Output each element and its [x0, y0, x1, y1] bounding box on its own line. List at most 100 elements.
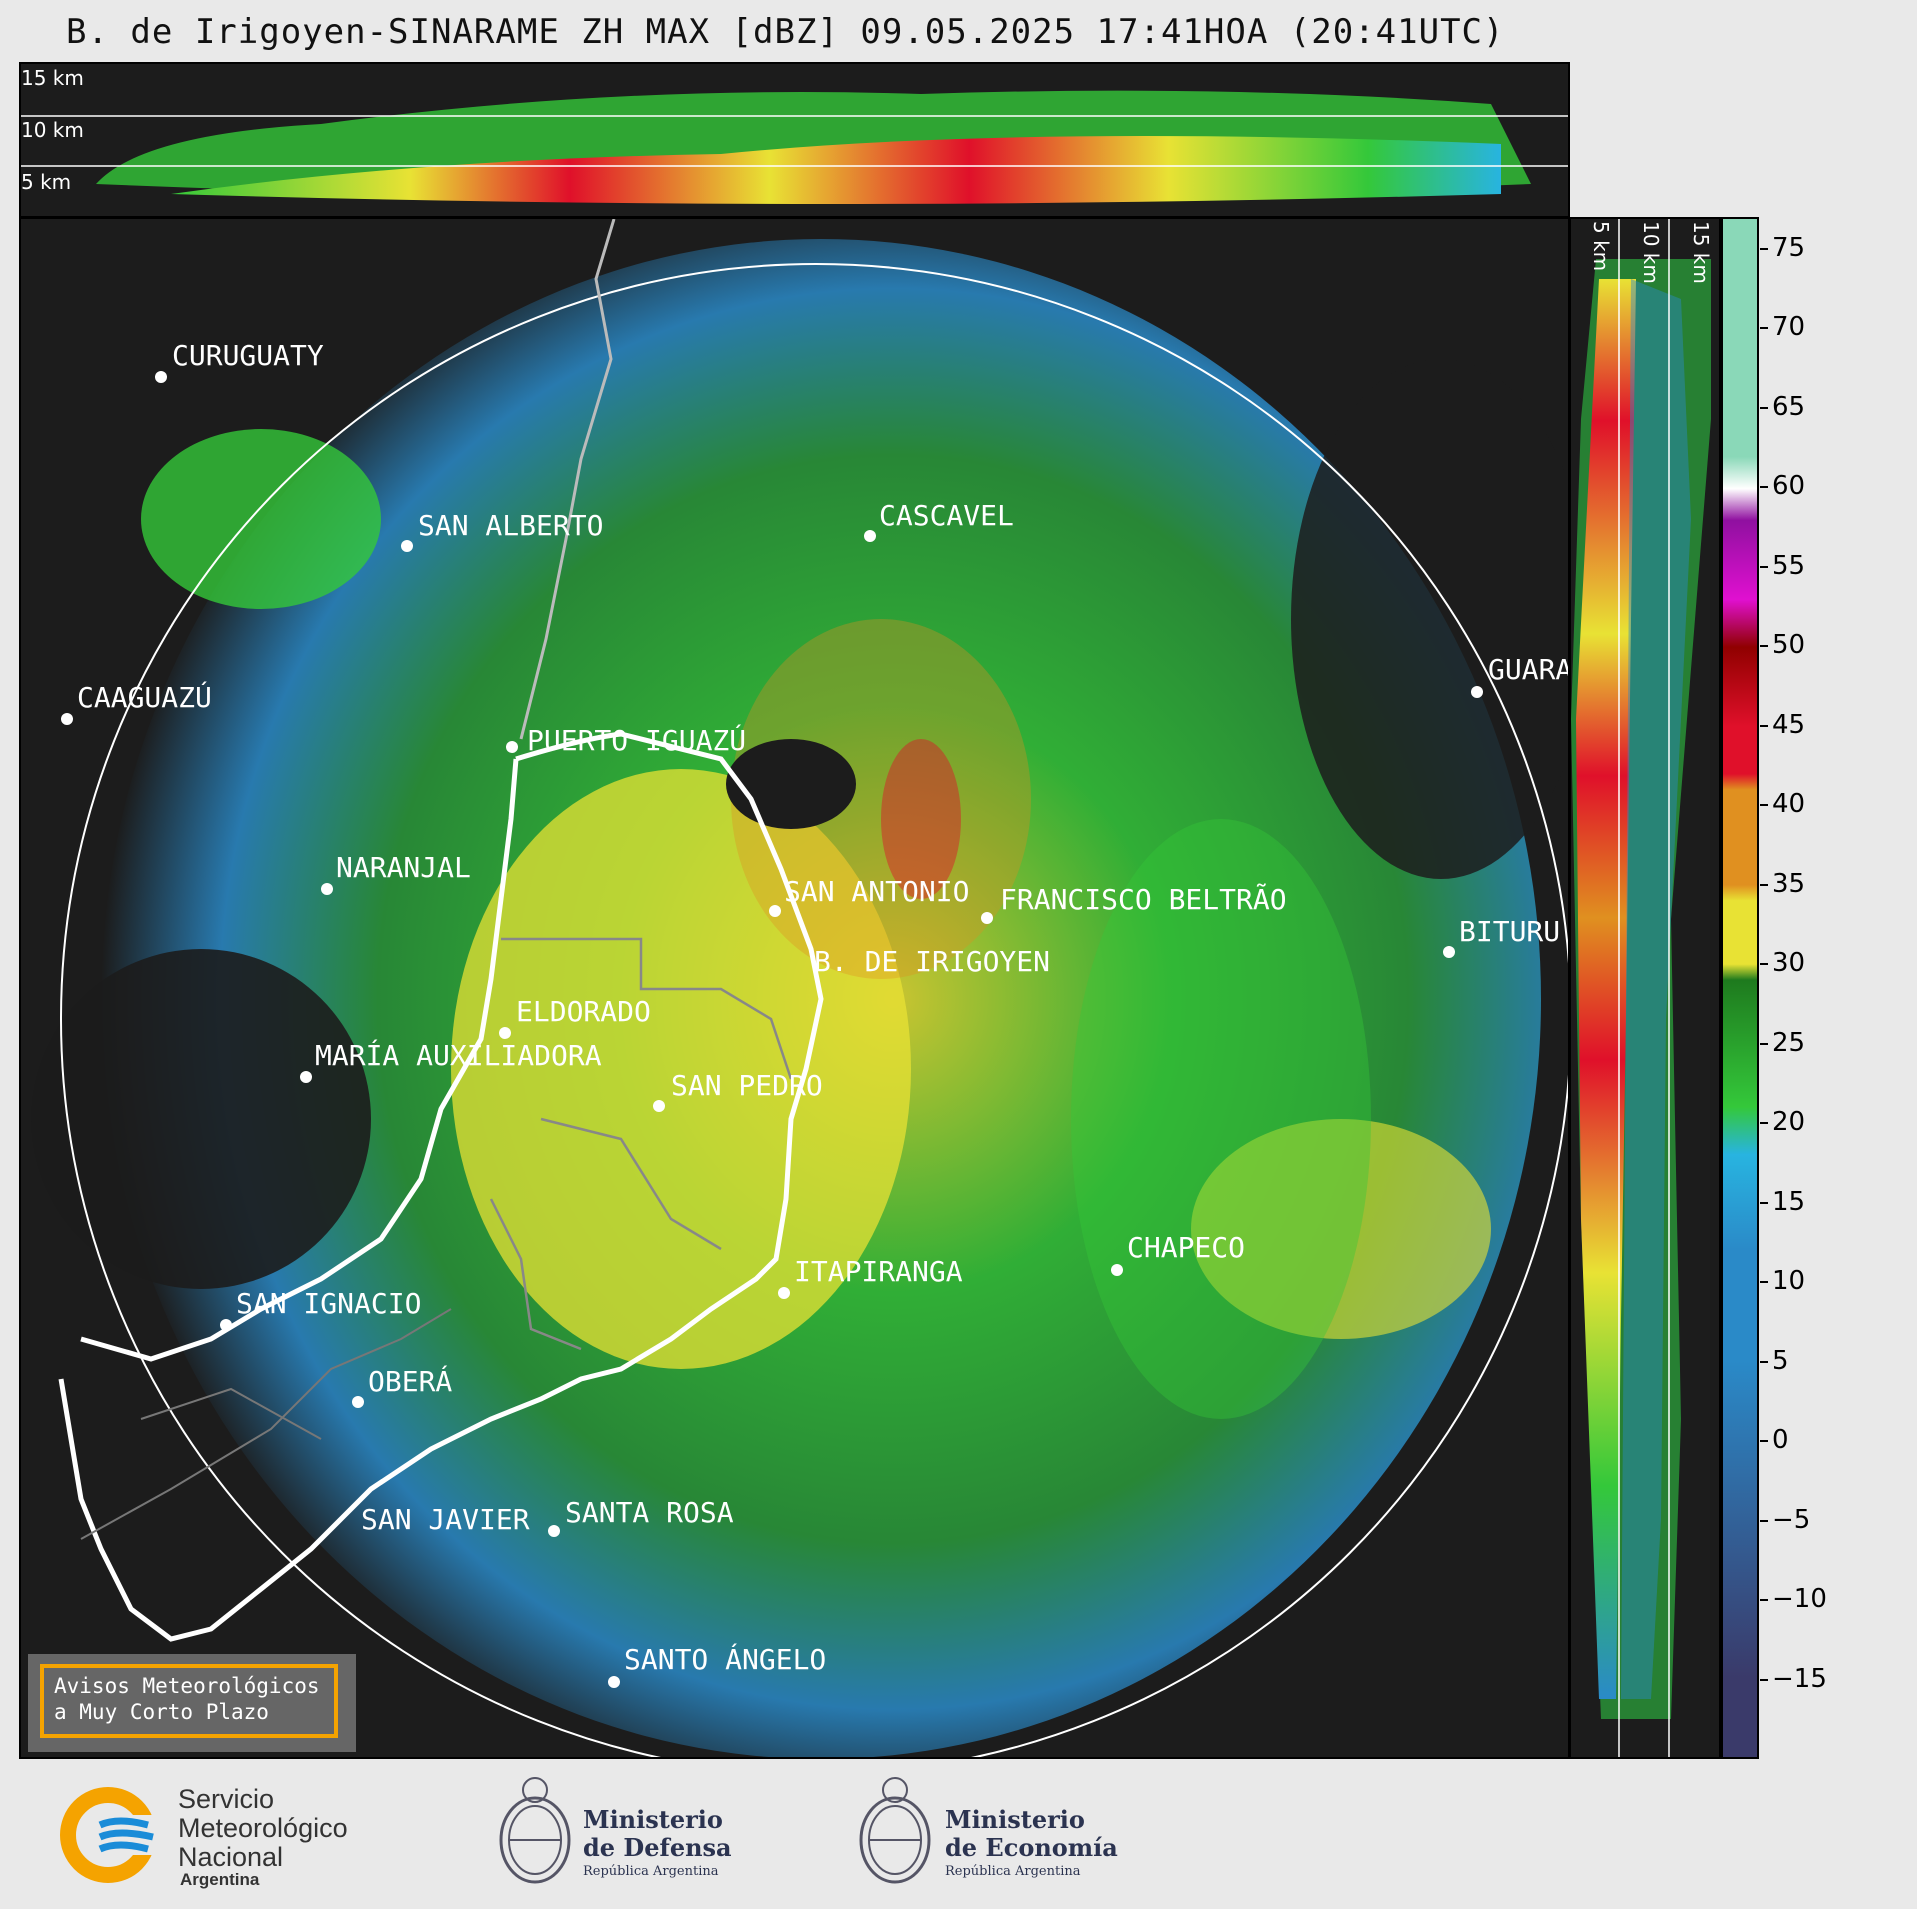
- top-level-5km: 5 km: [21, 170, 72, 194]
- argentina-shield-icon: [499, 1777, 571, 1884]
- warning-line-1: Avisos Meteorológicos: [54, 1674, 320, 1698]
- colorbar-tick: [1760, 327, 1768, 330]
- economia-line-2: de Economía: [945, 1833, 1118, 1862]
- colorbar-tick: [1760, 1440, 1768, 1443]
- range-ring: [60, 263, 1568, 1757]
- city-dot-bituru: [1443, 946, 1455, 958]
- smn-line-3: Nacional: [178, 1842, 284, 1872]
- city-dot-guara: [1471, 686, 1483, 698]
- warning-line-2: a Muy Corto Plazo: [54, 1700, 269, 1724]
- defensa-logo: Ministerio de Defensa República Argentin…: [495, 1772, 755, 1897]
- colorbar-tick-label: 20: [1772, 1107, 1806, 1138]
- economia-line-3: República Argentina: [945, 1864, 1081, 1879]
- economia-logo: Ministerio de Economía República Argenti…: [855, 1772, 1135, 1897]
- smn-line-4: Argentina: [180, 1870, 260, 1889]
- city-dot-santa-rosa: [548, 1525, 560, 1537]
- economia-line-1: Ministerio: [945, 1805, 1085, 1834]
- side-level-15km: 15 km: [1689, 221, 1713, 284]
- city-label-puerto-iguazu: PUERTO IGUAZÚ: [527, 724, 747, 757]
- colorbar-tick-label: 15: [1772, 1186, 1806, 1217]
- city-label-santa-rosa: SANTA ROSA: [565, 1496, 734, 1529]
- colorbar-tick: [1760, 1519, 1768, 1522]
- colorbar-tick-label: 70: [1772, 312, 1806, 343]
- city-label-san-pedro: SAN PEDRO: [671, 1069, 823, 1102]
- colorbar-tick-label: −15: [1772, 1663, 1827, 1694]
- top-level-10km: 10 km: [21, 118, 84, 142]
- colorbar-tick-label: 10: [1772, 1266, 1806, 1297]
- city-label-san-antonio: SAN ANTONIO: [784, 875, 970, 908]
- colorbar-tick: [1760, 1201, 1768, 1204]
- smn-logo: Servicio Meteorológico Nacional Argentin…: [58, 1784, 368, 1889]
- colorbar-tick: [1760, 486, 1768, 489]
- city-label-francisco-beltrao: FRANCISCO BELTRÃO: [1000, 883, 1287, 916]
- colorbar-tick-label: 40: [1772, 789, 1806, 820]
- country-border: [519, 219, 616, 740]
- city-dot-caaguazu: [61, 713, 73, 725]
- city-label-san-ignacio: SAN IGNACIO: [236, 1287, 422, 1320]
- city-label-eldorado: ELDORADO: [516, 995, 651, 1028]
- warning-box: Avisos Meteorológicos a Muy Corto Plazo: [28, 1654, 356, 1752]
- smn-line-1: Servicio: [178, 1784, 275, 1814]
- dbz-colorbar: [1721, 217, 1759, 1759]
- colorbar-tick-label: 45: [1772, 709, 1806, 740]
- colorbar-tick-label: 75: [1772, 232, 1806, 263]
- city-label-caaguazu: CAAGUAZÚ: [77, 681, 212, 714]
- colorbar-tick: [1760, 1281, 1768, 1284]
- side-level-10km: 10 km: [1639, 221, 1663, 284]
- colorbar-tick-label: 55: [1772, 550, 1806, 581]
- colorbar-tick-label: 30: [1772, 948, 1806, 979]
- city-dot-san-pedro: [653, 1100, 665, 1112]
- city-dot-san-ignacio: [220, 1319, 232, 1331]
- city-dot-itapiranga: [778, 1287, 790, 1299]
- radar-map: [31, 219, 1568, 1757]
- city-label-santo-angelo: SANTO ÁNGELO: [624, 1643, 827, 1676]
- city-label-curuguaty: CURUGUATY: [172, 339, 324, 372]
- city-label-itapiranga: ITAPIRANGA: [794, 1255, 963, 1288]
- city-dot-curuguaty: [155, 371, 167, 383]
- city-dot-santo-angelo: [608, 1676, 620, 1688]
- city-dot-chapeco: [1111, 1264, 1123, 1276]
- smn-line-2: Meteorológico: [178, 1813, 348, 1843]
- city-label-san-alberto: SAN ALBERTO: [418, 509, 604, 542]
- argentina-shield-icon: [859, 1777, 931, 1884]
- colorbar-tick-label: 35: [1772, 868, 1806, 899]
- side-cross-section-panel: 5 km 10 km 15 km: [1569, 217, 1721, 1759]
- city-label-cascavel: CASCAVEL: [879, 499, 1014, 532]
- colorbar-tick: [1760, 724, 1768, 727]
- colorbar-tick: [1760, 1599, 1768, 1602]
- defensa-line-2: de Defensa: [583, 1833, 732, 1862]
- smn-logo-icon: [60, 1787, 158, 1883]
- colorbar-tick: [1760, 645, 1768, 648]
- city-dot-francisco-beltrao: [981, 912, 993, 924]
- top-level-15km: 15 km: [21, 66, 84, 90]
- city-label-maria-auxiliadora: MARÍA AUXILIADORA: [315, 1039, 602, 1072]
- city-label-san-javier: SAN JAVIER: [361, 1503, 530, 1536]
- colorbar-tick: [1760, 1678, 1768, 1681]
- top-cross-section-echoes: [21, 90, 1568, 204]
- colorbar-tick: [1760, 406, 1768, 409]
- city-dot-cascavel: [864, 530, 876, 542]
- city-label-naranjal: NARANJAL: [336, 851, 471, 884]
- city-label-guara: GUARA: [1488, 653, 1570, 686]
- side-level-5km: 5 km: [1589, 221, 1613, 272]
- city-label-bituru: BITURU: [1459, 915, 1561, 948]
- colorbar-tick: [1760, 1122, 1768, 1125]
- city-dot-eldorado: [499, 1027, 511, 1039]
- colorbar-tick-label: 25: [1772, 1027, 1806, 1058]
- colorbar-tick-label: 60: [1772, 471, 1806, 502]
- colorbar-tick-label: −10: [1772, 1584, 1827, 1615]
- city-dot-san-antonio: [769, 905, 781, 917]
- city-dot-puerto-iguazu: [506, 741, 518, 753]
- side-cross-section-echoes: [1571, 219, 1711, 1757]
- colorbar-tick-label: 5: [1772, 1345, 1789, 1376]
- colorbar-tick: [1760, 247, 1768, 250]
- city-label-b-de-irigoyen: B. DE IRIGOYEN: [814, 945, 1051, 978]
- defensa-line-1: Ministerio: [583, 1805, 723, 1834]
- city-dot-maria-auxiliadora: [300, 1071, 312, 1083]
- page-title: B. de Irigoyen-SINARAME ZH MAX [dBZ] 09.…: [66, 12, 1505, 52]
- colorbar-tick: [1760, 963, 1768, 966]
- colorbar-tick: [1760, 1042, 1768, 1045]
- city-label-chapeco: CHAPECO: [1127, 1231, 1246, 1264]
- city-dot-obera: [352, 1396, 364, 1408]
- city-dot-naranjal: [321, 883, 333, 895]
